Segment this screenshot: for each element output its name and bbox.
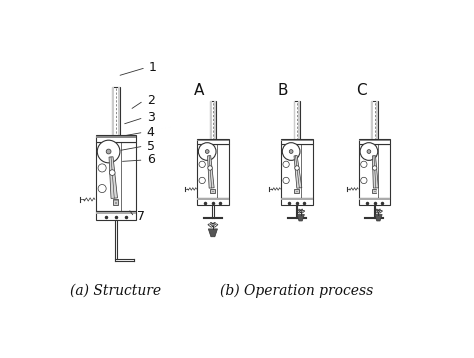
Circle shape bbox=[367, 150, 371, 154]
Polygon shape bbox=[297, 214, 304, 221]
Bar bbox=[118, 87, 120, 137]
Bar bbox=[298, 101, 300, 140]
Text: (a) Structure: (a) Structure bbox=[70, 284, 162, 298]
Text: 6: 6 bbox=[146, 154, 155, 166]
Bar bbox=[210, 189, 215, 193]
Bar bbox=[96, 142, 136, 211]
Bar bbox=[372, 101, 373, 140]
Circle shape bbox=[208, 166, 212, 170]
Bar bbox=[376, 101, 378, 140]
Bar bbox=[359, 144, 391, 198]
Bar bbox=[372, 189, 376, 193]
Bar bbox=[281, 198, 313, 205]
Circle shape bbox=[360, 143, 378, 160]
Text: 7: 7 bbox=[137, 211, 146, 223]
Bar bbox=[114, 200, 117, 204]
Bar bbox=[294, 189, 299, 193]
Bar bbox=[359, 139, 391, 144]
Circle shape bbox=[106, 149, 111, 154]
Circle shape bbox=[205, 150, 209, 154]
Polygon shape bbox=[373, 156, 378, 188]
Text: 1: 1 bbox=[149, 61, 157, 74]
Bar bbox=[372, 101, 378, 140]
Circle shape bbox=[199, 143, 216, 160]
Circle shape bbox=[97, 140, 120, 163]
Circle shape bbox=[289, 150, 293, 154]
Bar bbox=[214, 101, 216, 140]
Polygon shape bbox=[208, 229, 218, 237]
Polygon shape bbox=[374, 214, 382, 221]
Bar bbox=[359, 140, 391, 141]
Circle shape bbox=[199, 177, 205, 184]
Bar bbox=[281, 144, 313, 198]
Polygon shape bbox=[294, 156, 302, 188]
Bar bbox=[294, 101, 295, 140]
Bar bbox=[281, 139, 313, 144]
Circle shape bbox=[283, 161, 289, 168]
Bar bbox=[197, 139, 228, 144]
Circle shape bbox=[199, 161, 205, 168]
Text: 2: 2 bbox=[146, 94, 155, 107]
Text: 5: 5 bbox=[146, 140, 155, 153]
Text: 3: 3 bbox=[146, 111, 155, 124]
Bar bbox=[210, 101, 216, 140]
Circle shape bbox=[283, 143, 300, 160]
Bar bbox=[210, 101, 211, 140]
Bar bbox=[113, 199, 118, 205]
Circle shape bbox=[295, 166, 299, 170]
Bar bbox=[197, 198, 228, 200]
Bar bbox=[197, 144, 228, 198]
Polygon shape bbox=[109, 157, 118, 198]
Bar bbox=[112, 87, 114, 137]
Circle shape bbox=[109, 170, 115, 175]
Circle shape bbox=[98, 164, 106, 172]
Circle shape bbox=[98, 184, 106, 193]
Bar bbox=[373, 190, 375, 192]
Bar bbox=[211, 190, 214, 192]
Circle shape bbox=[361, 177, 367, 184]
Polygon shape bbox=[208, 156, 214, 188]
Bar bbox=[295, 190, 298, 192]
Circle shape bbox=[361, 161, 367, 168]
Text: C: C bbox=[356, 83, 366, 98]
Bar bbox=[112, 87, 120, 137]
Bar bbox=[359, 198, 391, 205]
Bar bbox=[294, 101, 300, 140]
Bar bbox=[197, 198, 228, 205]
Circle shape bbox=[373, 166, 377, 170]
Bar bbox=[96, 211, 136, 220]
Bar bbox=[359, 198, 391, 200]
Circle shape bbox=[283, 177, 289, 184]
Text: (b) Operation process: (b) Operation process bbox=[220, 284, 374, 298]
Bar bbox=[281, 198, 313, 200]
Bar bbox=[96, 135, 136, 142]
Bar bbox=[96, 212, 136, 214]
Text: A: A bbox=[194, 83, 204, 98]
Bar bbox=[197, 140, 228, 141]
Text: 4: 4 bbox=[146, 126, 155, 139]
Text: B: B bbox=[278, 83, 288, 98]
Bar bbox=[96, 136, 136, 138]
Bar bbox=[281, 140, 313, 141]
